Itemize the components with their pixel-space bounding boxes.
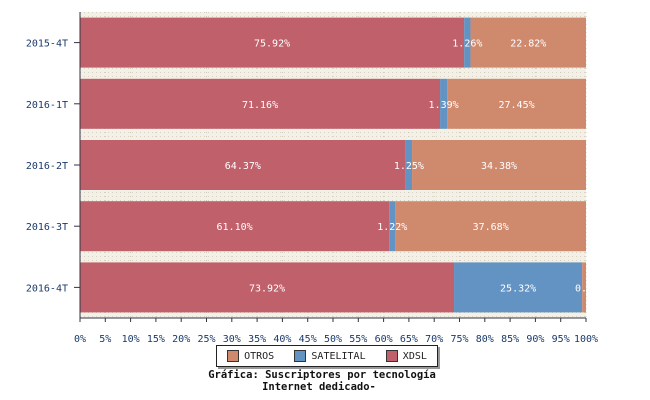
data-label-satelital: 1.25% (394, 161, 424, 172)
chart-caption-line2: Internet dedicado- (262, 381, 376, 393)
legend-item-otros: OTROS (227, 350, 274, 362)
x-tick-label: 15% (147, 334, 165, 345)
bar-xdsl (80, 140, 406, 190)
legend-item-satelital: SATELITAL (294, 350, 366, 362)
category-label: 2015-4T (26, 39, 68, 50)
bar-otros (395, 201, 586, 252)
legend-label-satelital: SATELITAL (311, 350, 366, 362)
legend-label-xdsl: XDSL (402, 350, 427, 362)
data-label-xdsl: 75.92% (254, 39, 290, 50)
bar-otros (582, 262, 586, 313)
x-tick-label: 5% (99, 334, 111, 345)
x-tick-label: 60% (375, 334, 393, 345)
bar-otros (470, 17, 586, 68)
data-label-otros: 27.45% (498, 100, 534, 111)
x-tick-label: 55% (349, 334, 367, 345)
data-label-otros: 37.68% (473, 222, 509, 233)
x-tick-label: 35% (248, 334, 266, 345)
data-label-xdsl: 73.92% (249, 283, 285, 294)
data-label-xdsl: 64.37% (225, 161, 261, 172)
x-tick-label: 85% (501, 334, 519, 345)
bar-satelital (454, 262, 583, 313)
legend: OTROS SATELITAL XDSL (216, 345, 438, 367)
x-tick-label: 25% (197, 334, 215, 345)
category-label: 2016-3T (26, 222, 68, 233)
bar-xdsl (80, 78, 441, 129)
x-tick-label: 100% (574, 334, 598, 345)
bar-otros (412, 140, 586, 190)
x-tick-label: 45% (299, 334, 317, 345)
category-label: 2016-2T (26, 161, 68, 172)
x-tick-label: 80% (476, 334, 494, 345)
legend-swatch-otros (227, 350, 240, 362)
x-tick-label: 20% (172, 334, 190, 345)
data-label-satelital: 25.32% (500, 283, 536, 294)
data-label-xdsl: 71.16% (242, 100, 278, 111)
x-tick-label: 50% (324, 334, 342, 345)
data-label-satelital: 1.22% (377, 222, 407, 233)
legend-swatch-satelital (294, 350, 307, 362)
x-tick-label: 90% (526, 334, 544, 345)
category-label: 2016-1T (26, 100, 68, 111)
bar-satelital (440, 78, 448, 129)
x-tick-label: 75% (450, 334, 468, 345)
data-label-otros: 0.7 (575, 283, 593, 294)
legend-swatch-xdsl (385, 350, 398, 362)
x-tick-label: 0% (74, 334, 86, 345)
chart-caption-line1: Gráfica: Suscriptores por tecnología (208, 369, 436, 381)
data-label-otros: 22.82% (510, 39, 546, 50)
data-label-satelital: 1.39% (429, 100, 459, 111)
data-label-otros: 34.38% (481, 161, 517, 172)
category-label: 2016-4T (26, 283, 68, 294)
legend-label-otros: OTROS (244, 350, 275, 362)
x-tick-label: 95% (552, 334, 570, 345)
data-label-xdsl: 61.10% (217, 222, 253, 233)
x-tick-label: 65% (400, 334, 418, 345)
x-tick-label: 70% (425, 334, 443, 345)
x-tick-label: 10% (122, 334, 140, 345)
bar-xdsl (80, 201, 390, 252)
data-label-satelital: 1.26% (452, 39, 482, 50)
bar-satelital (405, 140, 413, 190)
bar-xdsl (80, 17, 465, 68)
x-tick-label: 40% (273, 334, 291, 345)
bar-otros (447, 78, 586, 129)
bar-xdsl (80, 262, 455, 313)
bar-satelital (389, 201, 396, 252)
x-tick-label: 30% (223, 334, 241, 345)
bar-satelital (464, 17, 471, 68)
legend-item-xdsl: XDSL (385, 350, 427, 362)
